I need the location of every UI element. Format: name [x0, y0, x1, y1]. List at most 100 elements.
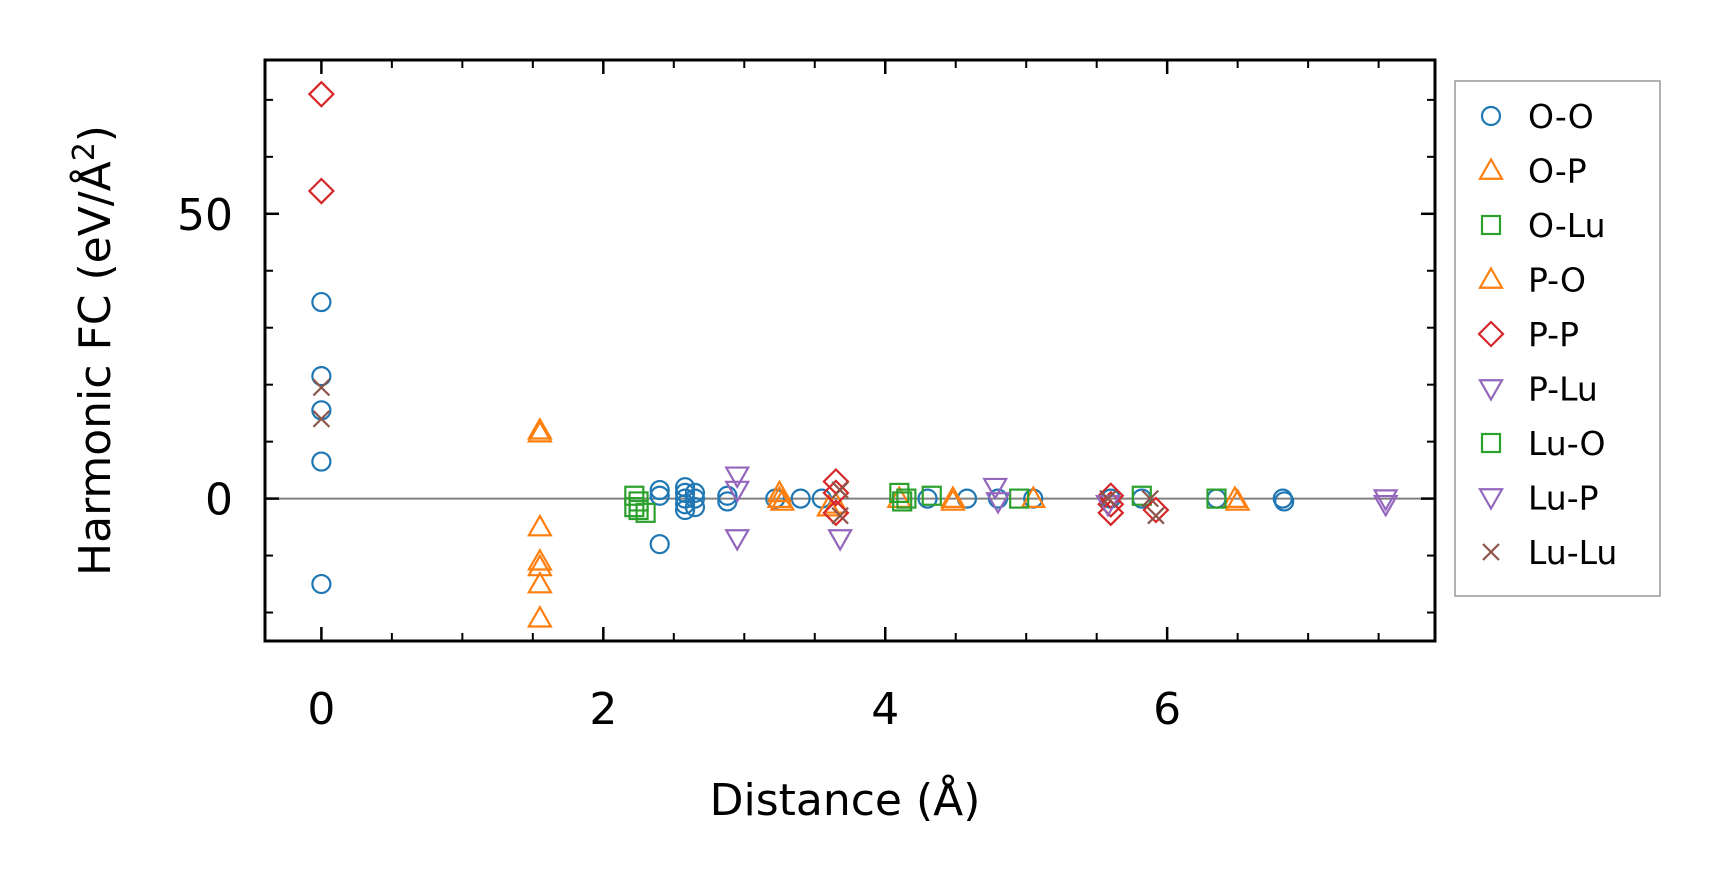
series-lu-p [1372, 489, 1399, 518]
legend-label: Lu-Lu [1528, 533, 1617, 572]
data-point-o-p [815, 493, 842, 517]
legend-item: O-O [1480, 97, 1594, 136]
data-point-o-p [526, 417, 553, 440]
data-point-lu-o [896, 488, 917, 509]
data-point-p-p [307, 177, 335, 205]
data-point-lu-lu [1141, 489, 1160, 508]
legend-marker-o-p [1478, 157, 1504, 180]
data-point-p-p [1097, 490, 1125, 518]
legend-item: P-Lu [1478, 370, 1598, 409]
data-point-lu-lu [831, 481, 849, 499]
data-point-o-o [311, 400, 332, 421]
legend-marker-o-lu [1480, 214, 1502, 236]
legend-marker-p-lu [1478, 379, 1504, 402]
data-point-lu-p [1372, 489, 1399, 512]
data-point-o-o [674, 494, 696, 515]
series-o-o [311, 291, 1295, 595]
data-point-o-p [526, 570, 553, 594]
data-point-lu-o [628, 491, 649, 512]
data-point-o-p [526, 604, 553, 628]
legend-label: O-O [1528, 97, 1594, 136]
x-tick-label: 2 [589, 684, 617, 735]
data-point-o-lu [921, 485, 942, 506]
data-point-o-o [917, 488, 938, 509]
data-point-p-o [940, 488, 966, 511]
legend-box [1454, 80, 1661, 597]
data-point-o-o [717, 485, 738, 506]
series-p-p [307, 80, 1170, 527]
legend-marker-o-o [1480, 105, 1502, 127]
data-point-o-lu [635, 502, 656, 523]
data-point-p-p [1097, 482, 1125, 510]
data-point-p-o [1224, 488, 1251, 511]
data-point-p-p [822, 499, 850, 527]
data-point-o-p [526, 419, 553, 443]
legend-label: Lu-O [1528, 424, 1606, 463]
data-point-o-o [790, 488, 811, 509]
legend-marker-lu-o [1480, 432, 1502, 454]
x-tick-label: 0 [307, 684, 335, 735]
data-point-o-o [311, 451, 332, 472]
data-point-o-o [649, 479, 670, 501]
legend-label: P-P [1528, 315, 1579, 354]
legend-label: P-O [1528, 261, 1586, 300]
data-point-p-p [1097, 499, 1125, 527]
legend-item: P-O [1478, 261, 1586, 300]
data-point-o-p [940, 485, 966, 508]
legend-label: O-P [1528, 152, 1587, 191]
legend-item: Lu-P [1478, 479, 1599, 518]
legend-label: O-Lu [1528, 206, 1606, 245]
data-point-o-p [766, 479, 793, 503]
data-point-o-o [649, 485, 670, 506]
data-point-o-o [1274, 491, 1295, 512]
data-point-o-lu [892, 491, 913, 512]
legend-label: P-Lu [1528, 370, 1598, 409]
legend-item: O-Lu [1480, 206, 1606, 245]
data-point-o-lu [624, 485, 645, 506]
y-tick-label: 0 [205, 475, 233, 526]
legend-label: Lu-P [1528, 479, 1599, 518]
x-tick-label: 4 [871, 684, 899, 735]
data-point-o-o [311, 291, 332, 313]
data-point-o-o [684, 497, 706, 518]
data-point-lu-lu [831, 506, 849, 525]
data-point-p-lu [985, 492, 1011, 515]
data-point-lu-lu [1099, 489, 1117, 508]
y-axis-title: Harmonic FC (eV/Å2) [67, 125, 121, 576]
data-point-p-lu [724, 466, 751, 490]
legend-item: Lu-O [1480, 424, 1606, 463]
data-point-o-lu [1131, 485, 1152, 506]
data-point-p-lu [724, 529, 751, 552]
data-point-p-lu [1095, 494, 1121, 518]
legend-marker-lu-lu [1482, 543, 1500, 561]
data-point-o-o [649, 534, 670, 555]
data-point-o-p [526, 548, 553, 571]
data-point-p-p [822, 479, 850, 507]
data-point-o-o [674, 499, 696, 521]
legend-item: Lu-Lu [1482, 533, 1617, 572]
plot-frame [263, 58, 1437, 643]
data-point-p-lu [724, 480, 751, 504]
data-point-o-lu [1009, 488, 1030, 509]
series-lu-lu [312, 378, 1165, 525]
data-point-lu-lu [312, 378, 331, 397]
data-point-p-p [307, 80, 335, 108]
data-point-o-o [684, 488, 706, 509]
legend-item: O-P [1478, 152, 1587, 191]
data-point-o-lu [624, 497, 645, 518]
data-point-p-lu [827, 529, 854, 552]
data-point-lu-lu [1147, 506, 1165, 525]
data-point-o-o [311, 573, 332, 595]
y-tick-label: 50 [177, 190, 233, 241]
legend-item: P-P [1477, 315, 1579, 354]
data-point-p-p [1142, 496, 1170, 524]
data-point-p-lu [982, 477, 1009, 501]
data-point-lu-lu [312, 410, 331, 428]
data-point-o-p [526, 513, 553, 537]
x-axis-title: Distance (Å) [710, 773, 981, 826]
data-point-o-o [311, 366, 332, 387]
series-lu-o [628, 488, 917, 512]
data-point-o-o [684, 482, 706, 504]
legend-marker-p-o [1478, 266, 1504, 289]
